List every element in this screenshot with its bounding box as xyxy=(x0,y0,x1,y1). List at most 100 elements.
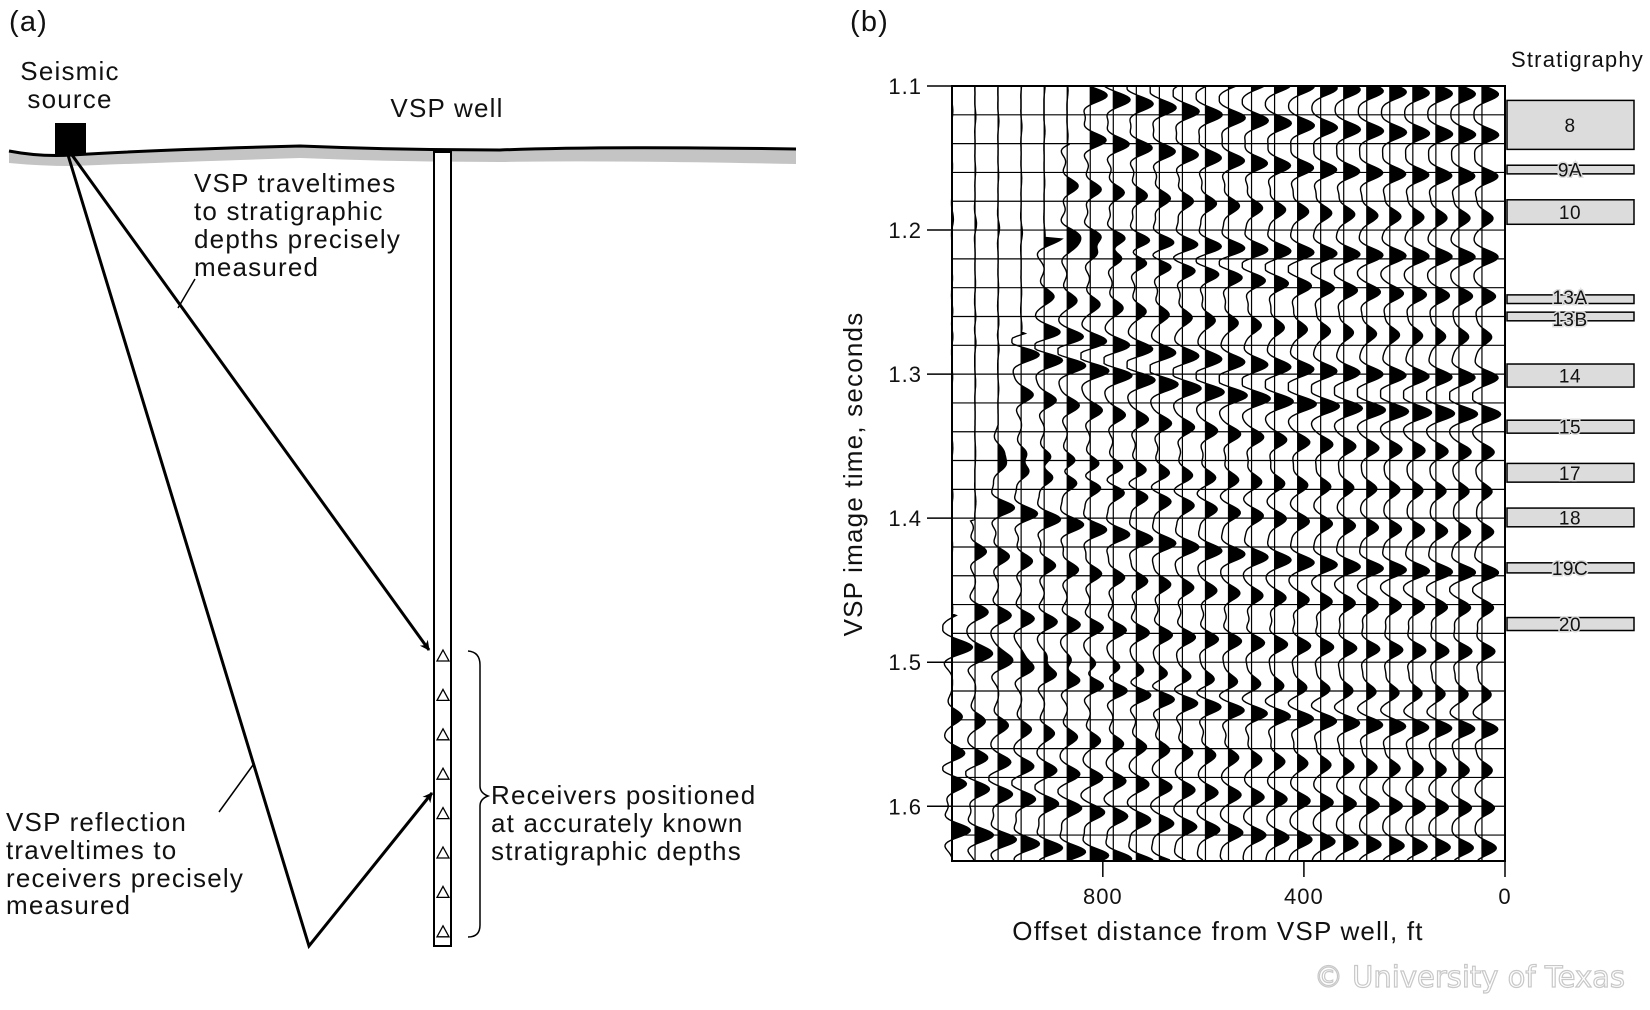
seismic-trace-fill xyxy=(952,86,973,861)
receiver-triangle-icon xyxy=(435,806,451,820)
stratum-label: 8 xyxy=(1564,116,1575,137)
stratum-box xyxy=(1506,99,1635,151)
y-tick-label: 1.4 xyxy=(888,506,922,531)
stratum-label: 9A xyxy=(1558,161,1582,182)
receivers-note-line: at accurately known xyxy=(491,808,744,838)
direct-note-line: depths precisely xyxy=(194,224,401,254)
stratum-box xyxy=(1506,199,1635,226)
stratum-label: 10 xyxy=(1559,203,1581,224)
receivers-note-line: Receivers positioned xyxy=(491,780,756,810)
seismic-trace xyxy=(1471,85,1502,861)
receiver-triangle-icon xyxy=(435,648,451,662)
seismic-trace-fill xyxy=(1228,86,1248,861)
y-tick-label: 1.5 xyxy=(888,650,922,675)
seismic-trace-fill xyxy=(1021,86,1040,861)
reflection-note-line: traveltimes to xyxy=(6,835,177,865)
y-tick-label: 1.6 xyxy=(888,794,922,819)
receiver-triangle-icon xyxy=(435,885,451,899)
seismic-section xyxy=(942,85,1506,862)
seismic-trace xyxy=(1057,85,1087,861)
seismic-trace xyxy=(1379,85,1410,861)
seismic-trace-fill xyxy=(1205,86,1225,861)
y-tick-label: 1.1 xyxy=(888,74,922,99)
stratum-label: 18 xyxy=(1559,508,1581,529)
receivers-brace xyxy=(467,650,491,938)
source-label-line2: source xyxy=(27,84,112,114)
stratum-label: 14 xyxy=(1559,367,1581,388)
stratum-label: 15 xyxy=(1559,418,1581,439)
panel-a-label: (a) xyxy=(9,6,48,38)
seismic-trace xyxy=(1310,85,1340,861)
stratum-box xyxy=(1506,311,1635,322)
stratum-label: 20 xyxy=(1559,615,1581,636)
seismic-trace-fill xyxy=(1274,86,1294,861)
stratum-label: 19C xyxy=(1552,559,1588,580)
seismic-trace-fill xyxy=(1320,86,1340,861)
stratum-label: 13B xyxy=(1552,310,1587,331)
stratigraphy-title: Stratigraphy xyxy=(1511,47,1644,72)
x-axis-label: Offset distance from VSP well, ft xyxy=(1012,916,1423,946)
receiver-triangle-icon xyxy=(435,727,451,741)
seismic-trace xyxy=(1425,85,1456,861)
seismic-trace-fill xyxy=(998,86,1017,861)
seismic-trace xyxy=(1149,85,1179,861)
direct-note-line: measured xyxy=(194,252,319,282)
stratum-label: 17 xyxy=(1559,464,1581,485)
y-tick-label: 1.3 xyxy=(888,362,922,387)
stratum-box xyxy=(1506,164,1635,175)
direct-note-line: VSP traveltimes xyxy=(194,168,396,198)
seismic-trace xyxy=(1402,85,1433,861)
seismic-trace-fill xyxy=(1090,86,1109,861)
seismic-trace xyxy=(1172,85,1202,861)
reflection-ray-arrow xyxy=(66,154,434,950)
watermark: © University of Texas xyxy=(1314,960,1625,994)
stratum-box xyxy=(1506,419,1635,434)
receiver-triangle-icon xyxy=(435,688,451,702)
x-tick-label: 400 xyxy=(1284,884,1324,909)
seismic-trace xyxy=(1195,85,1225,861)
well-label: VSP well xyxy=(390,93,503,123)
seismic-trace-fill xyxy=(975,86,994,861)
x-tick-label: 0 xyxy=(1498,884,1511,909)
seismic-trace-fill xyxy=(1044,86,1063,861)
seismic-trace xyxy=(1241,85,1271,861)
vsp-well xyxy=(433,151,452,947)
x-tick-label: 800 xyxy=(1083,884,1123,909)
seismic-trace xyxy=(1448,85,1479,861)
y-tick-label: 1.2 xyxy=(888,218,922,243)
seismic-trace xyxy=(1264,85,1294,860)
y-axis-label: VSP image time, seconds xyxy=(838,312,868,637)
seismic-trace-fill xyxy=(1251,86,1271,861)
stratum-box xyxy=(1506,462,1635,483)
reflection-note-line: VSP reflection xyxy=(6,807,187,837)
seismic-trace-fill xyxy=(1136,86,1156,861)
stratum-label: 13A xyxy=(1552,288,1587,309)
direct-ray-arrow xyxy=(70,154,431,651)
reflection-note-line: receivers precisely xyxy=(6,863,244,893)
receiver-triangle-icon xyxy=(435,924,451,938)
seismic-trace xyxy=(1333,85,1364,861)
seismic-trace xyxy=(1126,86,1156,861)
seismic-source-icon xyxy=(55,123,86,155)
stratum-box xyxy=(1506,507,1635,528)
seismic-trace xyxy=(1103,85,1133,861)
panel-b: (b) Stratigraphy 1.1 1.2 1.3 1.4 1.5 1.6 800 40… xyxy=(838,6,1644,995)
reflection-note: VSP reflection traveltimes to receivers … xyxy=(6,807,244,920)
receivers xyxy=(435,648,451,938)
stratum-box xyxy=(1506,616,1635,632)
chart-axes: 1.1 1.2 1.3 1.4 1.5 1.6 800 400 0 xyxy=(888,74,1511,909)
stratum-box xyxy=(1506,562,1635,574)
panel-a: (a) Seismic source VSP well VSP travelti… xyxy=(6,6,797,950)
panel-b-label: (b) xyxy=(850,6,889,38)
stratum-box xyxy=(1506,363,1635,388)
seismic-trace xyxy=(1287,85,1318,861)
reflection-note-line: measured xyxy=(6,890,131,920)
near-surface-layer xyxy=(9,146,796,166)
source-label-line1: Seismic xyxy=(20,56,119,86)
receivers-note: Receivers positioned at accurately known… xyxy=(491,780,756,866)
stratum-box xyxy=(1506,294,1635,305)
direct-note-line: to stratigraphic xyxy=(194,196,384,226)
receiver-triangle-icon xyxy=(435,845,451,859)
